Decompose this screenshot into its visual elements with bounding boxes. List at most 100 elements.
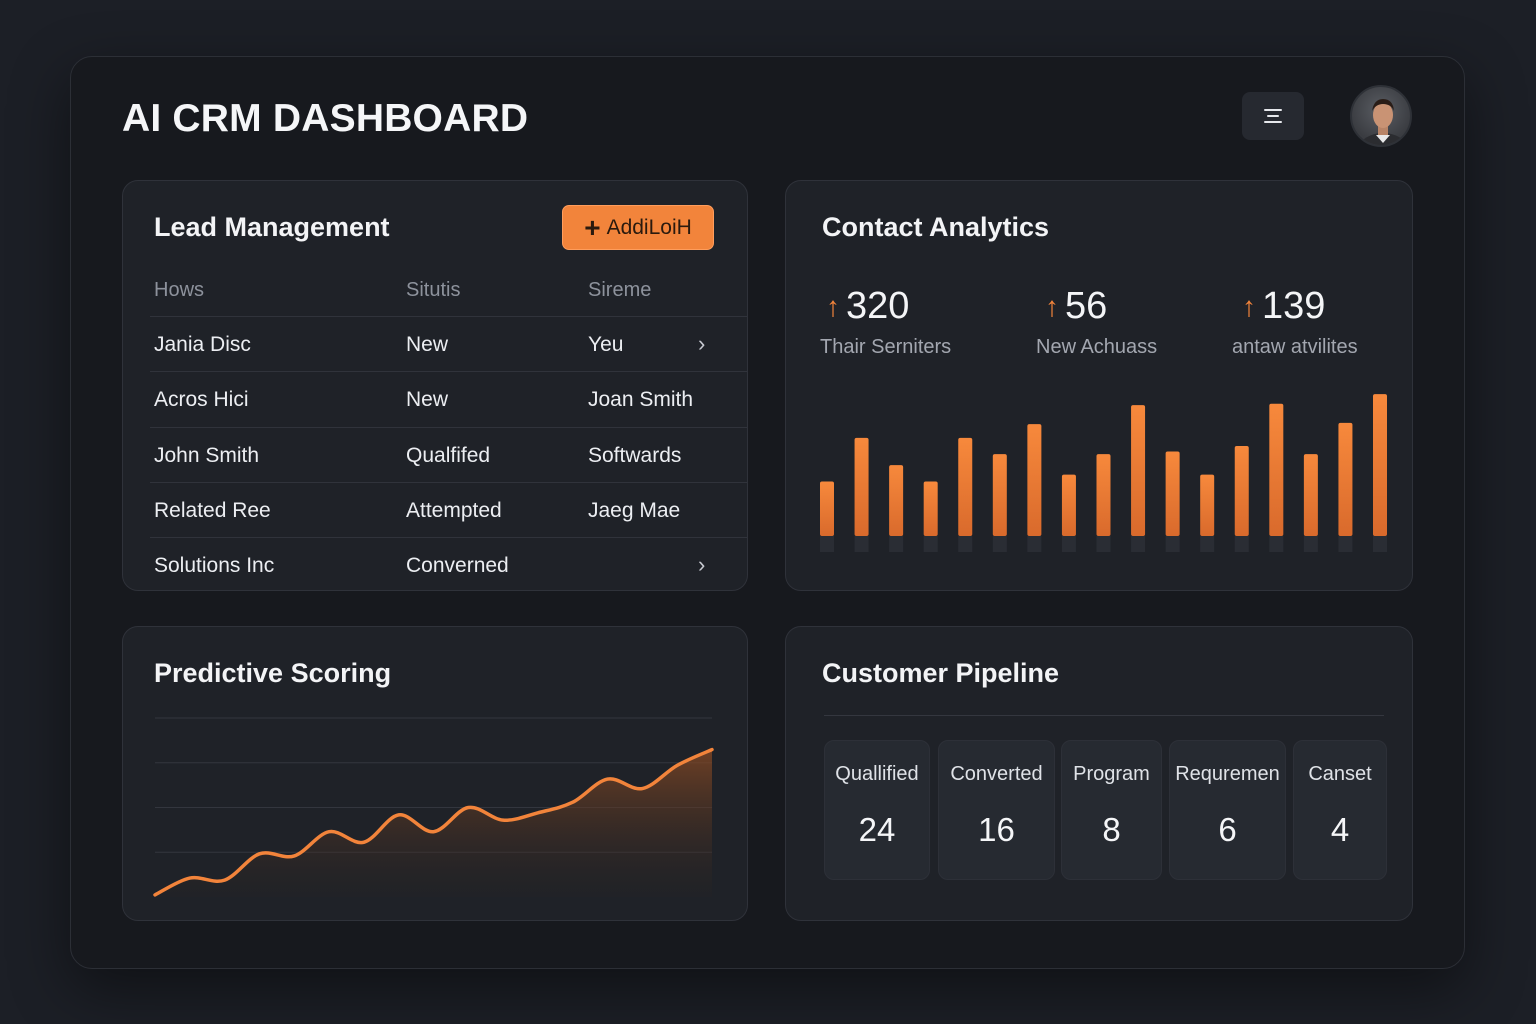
bar-reflection — [820, 536, 834, 552]
stat-label: antaw atvilites — [1232, 336, 1358, 358]
stat-value: 320 — [846, 285, 910, 327]
stat-item: ↑ 320 Thair Serniters — [820, 285, 951, 359]
bar-reflection — [1338, 536, 1353, 552]
plus-icon: + — [584, 211, 601, 243]
add-lead-button[interactable]: + AddiLoiH — [562, 205, 714, 250]
bar — [1234, 446, 1249, 536]
pipeline-stage[interactable]: Canset 4 — [1293, 740, 1387, 880]
column-header-name: Hows — [154, 279, 205, 301]
stage-count: 4 — [1330, 811, 1350, 848]
predictive-scoring-card: Predictive Scoring — [122, 626, 748, 921]
bar-reflection — [923, 536, 938, 552]
bar-reflection — [1096, 536, 1111, 552]
stage-count: 6 — [1218, 811, 1237, 848]
bar — [1027, 424, 1042, 536]
lead-status: Converned — [406, 554, 509, 577]
pipeline-stage[interactable]: Converted 16 — [938, 740, 1055, 880]
customer-pipeline-title: Customer Pipeline — [822, 658, 1060, 688]
stat-value: 56 — [1065, 285, 1108, 327]
pipeline-stage[interactable]: Requremen 6 — [1169, 740, 1286, 880]
bar-reflection — [1373, 536, 1387, 552]
bar — [1303, 454, 1318, 536]
column-header-status: Situtis — [406, 279, 461, 301]
stage-name: Requremen — [1175, 763, 1280, 785]
arrow-up-icon: ↑ — [1242, 290, 1256, 322]
stat-item: ↑ 139 antaw atvilites — [1232, 285, 1358, 359]
lead-status: Qualfifed — [406, 444, 491, 467]
predictive-area-chart — [153, 717, 714, 897]
chevron-right-icon[interactable]: › — [698, 331, 706, 356]
lead-status: New — [406, 388, 449, 411]
user-avatar[interactable] — [1350, 85, 1412, 147]
area-fill — [155, 749, 712, 897]
bar-reflection — [1061, 536, 1076, 552]
table-row[interactable]: Jania Disc New Yeu › — [150, 316, 747, 371]
contact-analytics-card: Contact Analytics ↑ 320 Thair Serniters ↑… — [785, 180, 1413, 591]
bar-reflection — [1131, 536, 1146, 552]
divider — [824, 715, 1384, 716]
page-title: AI CRM DASHBOARD — [122, 97, 529, 140]
lead-management-title: Lead Management — [154, 212, 390, 242]
add-lead-label: AddiLoiH — [606, 215, 692, 239]
lead-owner: Joan Smith — [588, 388, 694, 411]
contact-bar-chart — [820, 394, 1387, 552]
stat-label: Thair Serniters — [820, 336, 952, 358]
bar — [1338, 422, 1353, 536]
bar — [1131, 405, 1146, 536]
bar — [958, 437, 973, 536]
lead-name: Related Ree — [154, 499, 271, 522]
lead-owner: Softwards — [588, 444, 682, 467]
table-row[interactable]: Related Ree Attempted Jaeg Mae — [150, 482, 747, 537]
stage-name: Canset — [1308, 763, 1372, 785]
bar-reflection — [958, 536, 973, 552]
bar — [1061, 474, 1076, 536]
column-header-owner: Sireme — [588, 279, 652, 301]
bar — [1096, 454, 1111, 536]
bar — [923, 481, 938, 536]
bar-reflection — [1027, 536, 1042, 552]
bar-reflection — [889, 536, 904, 552]
bar-reflection — [1269, 536, 1284, 552]
stage-count: 24 — [858, 811, 896, 848]
chevron-right-icon[interactable]: › — [698, 552, 706, 577]
lead-name: Acros Hici — [154, 388, 249, 411]
stat-value: 139 — [1262, 285, 1326, 327]
stage-count: 16 — [978, 811, 1015, 848]
lead-name: Jania Disc — [154, 333, 251, 356]
stage-name: Program — [1073, 763, 1150, 785]
stage-name: Quallified — [835, 763, 919, 785]
bar — [1165, 451, 1180, 536]
bar — [1269, 403, 1284, 536]
bar — [889, 465, 904, 536]
table-row[interactable]: Acros Hici New Joan Smith — [150, 371, 747, 426]
table-row[interactable]: John Smith Qualfifed Softwards — [150, 427, 747, 482]
lead-status: Attempted — [406, 499, 502, 522]
pipeline-stage[interactable]: Program 8 — [1061, 740, 1162, 880]
lead-status: New — [406, 333, 449, 356]
stage-count: 8 — [1102, 811, 1121, 848]
bar — [1373, 394, 1387, 536]
lead-owner: Jaeg Mae — [588, 499, 681, 522]
bar-reflection — [854, 536, 869, 552]
stat-label: New Achuass — [1036, 336, 1158, 358]
pipeline-stage[interactable]: Quallified 24 — [824, 740, 930, 880]
lead-name: Solutions Inc — [154, 554, 275, 577]
stat-item: ↑ 56 New Achuass — [1036, 285, 1157, 359]
lead-management-card: Lead Management + AddiLoiH Hows Situtis … — [122, 180, 748, 591]
bar-reflection — [1234, 536, 1249, 552]
hamburger-icon — [1264, 109, 1282, 123]
score-line — [153, 747, 714, 897]
bar-reflection — [992, 536, 1007, 552]
bar-reflection — [1165, 536, 1180, 552]
table-header: Hows Situtis Sireme — [154, 279, 747, 315]
customer-pipeline-card: Customer Pipeline Quallified 24 Converted 1… — [785, 626, 1413, 921]
menu-button[interactable] — [1242, 92, 1304, 140]
arrow-up-icon: ↑ — [826, 290, 840, 322]
contact-analytics-title: Contact Analytics — [822, 212, 1050, 242]
predictive-scoring-title: Predictive Scoring — [154, 658, 392, 688]
bar — [1200, 474, 1215, 536]
bar-reflection — [1200, 536, 1215, 552]
bar — [992, 454, 1007, 536]
stage-name: Converted — [950, 763, 1043, 785]
table-row[interactable]: Solutions Inc Converned › — [150, 537, 747, 592]
